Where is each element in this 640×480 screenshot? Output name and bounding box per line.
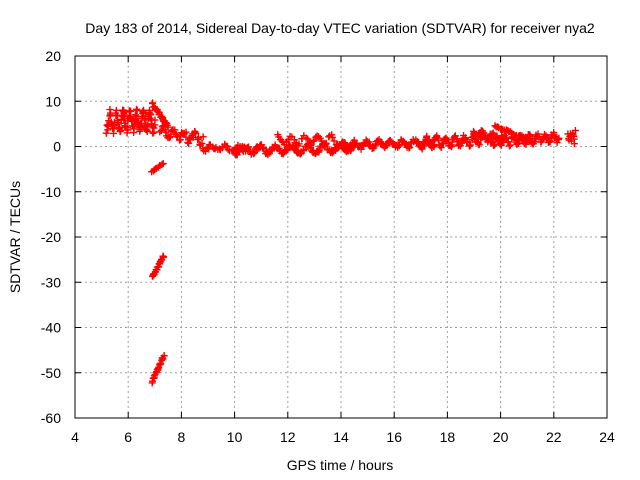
data-point	[505, 142, 513, 150]
data-point	[474, 140, 482, 148]
data-point	[304, 135, 312, 143]
y-tick-label: -20	[41, 229, 61, 245]
data-point	[166, 133, 174, 141]
data-point	[290, 136, 298, 144]
x-tick-label: 12	[280, 429, 296, 445]
data-point	[194, 135, 202, 143]
grid-lines	[75, 56, 607, 418]
data-point	[315, 146, 323, 154]
data-point	[295, 140, 303, 148]
data-point	[371, 142, 379, 150]
y-tick-label: -30	[41, 274, 61, 290]
data-point	[160, 122, 168, 130]
data-point	[182, 128, 190, 136]
data-point	[470, 127, 478, 135]
y-tick-label: -60	[41, 410, 61, 426]
data-point	[159, 114, 167, 122]
x-tick-label: 6	[124, 429, 132, 445]
data-points	[102, 99, 579, 387]
data-point	[121, 111, 129, 119]
data-point	[571, 126, 579, 134]
data-point	[150, 124, 158, 132]
axis-ticks	[74, 55, 608, 419]
data-point	[475, 141, 483, 149]
data-point	[330, 137, 338, 145]
data-point	[318, 137, 326, 145]
data-point	[332, 141, 340, 149]
data-point	[139, 110, 147, 118]
data-point	[466, 141, 474, 149]
data-point	[522, 140, 530, 148]
data-point	[373, 137, 381, 145]
y-tick-label: 20	[45, 48, 61, 64]
data-point	[102, 129, 110, 137]
data-point	[160, 352, 168, 360]
data-point	[395, 142, 403, 150]
data-point	[341, 139, 349, 147]
data-point	[518, 133, 526, 141]
data-point	[165, 134, 173, 142]
data-point	[570, 140, 578, 148]
data-point	[405, 144, 413, 152]
data-point	[171, 126, 179, 134]
data-point	[192, 130, 200, 138]
data-point	[307, 141, 315, 149]
data-point	[526, 132, 534, 140]
data-point	[309, 137, 317, 145]
data-point	[322, 139, 330, 147]
data-point	[420, 142, 428, 150]
x-tick-label: 10	[227, 429, 243, 445]
data-point	[223, 142, 231, 150]
data-point	[185, 136, 193, 144]
x-tick-label: 20	[493, 429, 509, 445]
data-point	[159, 355, 167, 363]
data-point	[480, 132, 488, 140]
data-point	[490, 142, 498, 150]
data-point	[126, 107, 134, 115]
x-tick-label: 8	[178, 429, 186, 445]
data-point	[149, 99, 157, 107]
data-point	[199, 133, 207, 141]
y-tick-label: -50	[41, 365, 61, 381]
y-tick-label: -10	[41, 184, 61, 200]
data-point	[157, 360, 165, 368]
y-axis-label: SDTVAR / TECUs	[7, 181, 23, 293]
data-point	[434, 134, 442, 142]
data-point	[159, 160, 167, 168]
data-point	[554, 136, 562, 144]
x-tick-label: 16	[386, 429, 402, 445]
data-point	[506, 141, 514, 149]
data-point	[133, 106, 141, 114]
data-point	[158, 160, 166, 168]
data-point	[406, 143, 414, 151]
x-tick-label: 18	[440, 429, 456, 445]
data-point	[495, 135, 503, 143]
chart-title: Day 183 of 2014, Sidereal Day-to-day VTE…	[85, 20, 595, 36]
data-point	[328, 133, 336, 141]
y-tick-label: 10	[45, 93, 61, 109]
x-tick-label: 14	[333, 429, 349, 445]
axis-tick-labels: 4 6 8 10 12 14 16 18 20 22 24 20 10 0 -10 -20 -30 -40 -50 -…	[41, 48, 615, 445]
data-point	[156, 128, 164, 136]
data-point	[155, 109, 163, 117]
x-tick-label: 22	[546, 429, 562, 445]
data-point	[117, 127, 125, 135]
x-axis-label: GPS time / hours	[287, 457, 394, 473]
data-point	[159, 253, 167, 261]
data-point	[151, 121, 159, 129]
y-tick-label: 0	[53, 139, 61, 155]
x-tick-label: 4	[71, 429, 79, 445]
y-tick-label: -40	[41, 320, 61, 336]
data-point	[198, 139, 206, 147]
data-point	[143, 127, 151, 135]
data-point	[144, 121, 152, 129]
data-point	[264, 151, 272, 159]
data-point	[124, 124, 132, 132]
x-tick-label: 24	[599, 429, 615, 445]
